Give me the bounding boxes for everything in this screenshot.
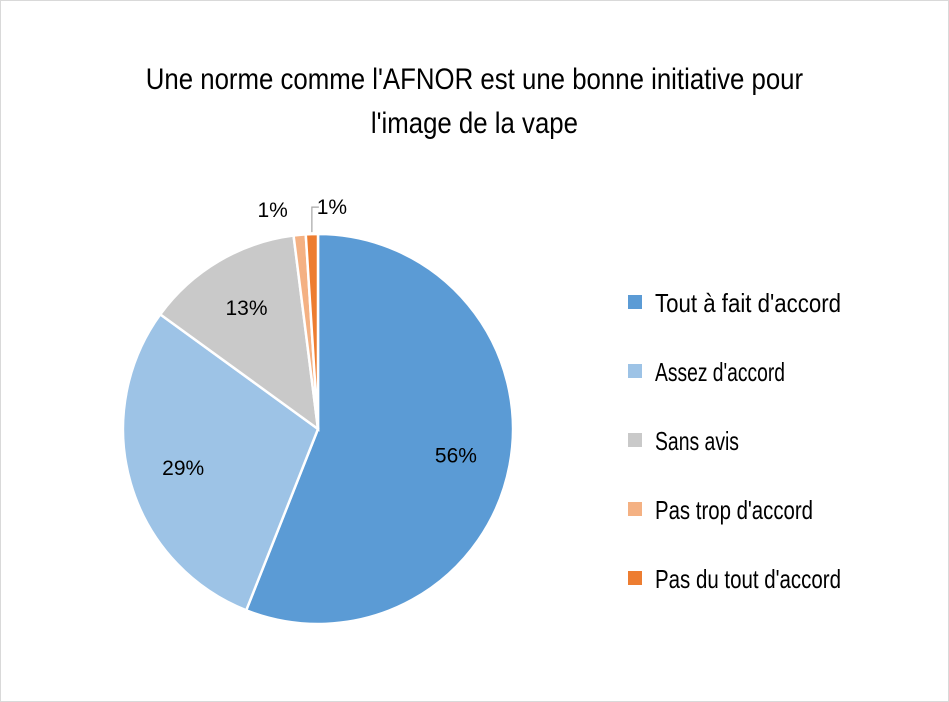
legend-swatch-5	[628, 571, 642, 585]
legend-swatch-1	[628, 295, 642, 309]
chart-title-line-1: Une norme comme l'AFNOR est une bonne in…	[145, 63, 804, 96]
pie-slice-1	[244, 232, 515, 626]
pie-slice-5	[304, 232, 320, 430]
legend-swatch-3	[628, 433, 642, 447]
data-label-2: 29%	[162, 457, 204, 480]
chart-title: Une norme comme l'AFNOR est une bonne in…	[66, 58, 882, 146]
legend: Tout à fait d'accord Assez d'accord Sans a…	[628, 288, 841, 594]
pie-slice-2	[121, 312, 320, 612]
pie-slice-3	[158, 234, 320, 432]
chart-title-line-2: l'image de la vape	[370, 107, 579, 140]
legend-swatch-4	[628, 502, 642, 516]
leader-line-5	[311, 206, 319, 233]
data-label-3: 13%	[226, 297, 268, 320]
legend-label-5: Pas du tout d'accord	[655, 564, 841, 594]
legend-label-2: Assez d'accord	[655, 357, 785, 387]
data-label-5: 1%	[317, 196, 347, 219]
legend-swatch-2	[628, 364, 642, 378]
legend-label-1: Tout à fait d'accord	[655, 288, 841, 318]
legend-label-3: Sans avis	[655, 426, 739, 456]
legend-label-4: Pas trop d'accord	[655, 495, 813, 525]
data-label-1: 56%	[435, 444, 477, 467]
data-label-4: 1%	[257, 199, 287, 222]
